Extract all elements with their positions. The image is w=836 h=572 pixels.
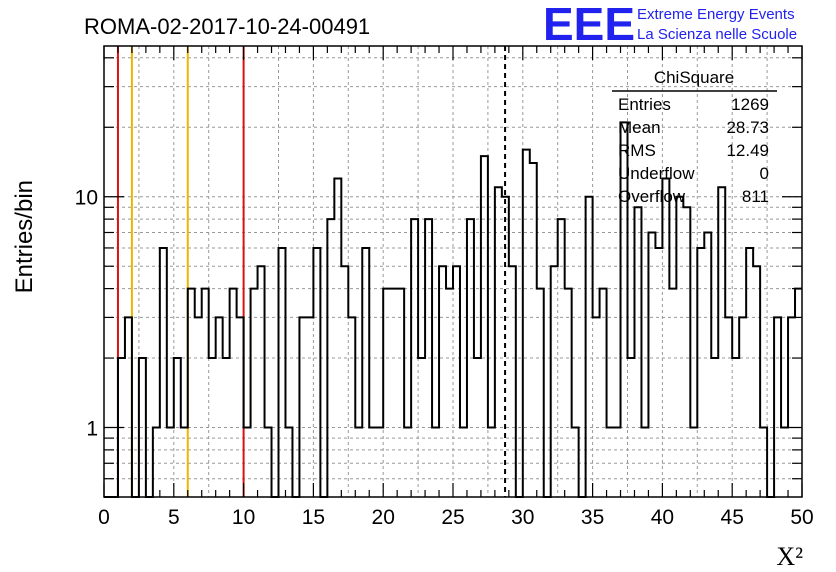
x-tick-label: 45 — [721, 506, 744, 529]
stats-label: Underflow — [618, 164, 695, 183]
y-axis-label: Entries/bin — [11, 180, 38, 293]
stats-label: Entries — [618, 95, 671, 114]
histogram-outline — [104, 121, 802, 498]
x-tick-label: 10 — [232, 506, 255, 529]
stats-value: 0 — [760, 164, 769, 183]
stats-label: Overflow — [618, 187, 686, 206]
eee-logo: EEE Extreme Energy Events La Scienza nel… — [543, 0, 797, 50]
x-tick-label: 40 — [651, 506, 674, 529]
tick-labels-layer: 0 5 10 15 20 25 30 35 40 45 50 1 10 — [75, 187, 814, 529]
x-tick-label: 35 — [581, 506, 604, 529]
stats-value: 12.49 — [726, 141, 769, 160]
x-tick-label: 25 — [441, 506, 464, 529]
stats-label: RMS — [618, 141, 656, 160]
stats-rows: Entries 1269 Mean 28.73 RMS 12.49 Underflow 0 Ov… — [618, 95, 769, 206]
stats-box: ChiSquare Entries 1269 Mean 28.73 RMS 12.49 Un… — [612, 68, 777, 206]
x-tick-label: 50 — [790, 506, 813, 529]
logo-text: EEE — [543, 0, 635, 50]
y-tick-label: 10 — [75, 187, 98, 210]
logo-subtitle-line1: Extreme Energy Events — [637, 6, 795, 23]
axes-layer — [103, 45, 803, 498]
x-tick-label: 20 — [372, 506, 395, 529]
y-tick-label: 1 — [86, 418, 98, 441]
x-tick-label: 5 — [168, 506, 180, 529]
logo-subtitle-line2: La Scienza nelle Scuole — [637, 26, 797, 43]
chart-title: ROMA-02-2017-10-24-00491 — [84, 14, 370, 39]
x-tick-label: 0 — [98, 506, 110, 529]
stats-value: 811 — [742, 187, 769, 206]
x-axis-label: X² — [776, 542, 803, 571]
x-tick-label: 15 — [302, 506, 325, 529]
stats-value: 1269 — [731, 95, 769, 114]
x-tick-label: 30 — [511, 506, 534, 529]
stats-value: 28.73 — [726, 118, 769, 137]
stats-title: ChiSquare — [654, 68, 734, 87]
stats-label: Mean — [618, 118, 661, 137]
